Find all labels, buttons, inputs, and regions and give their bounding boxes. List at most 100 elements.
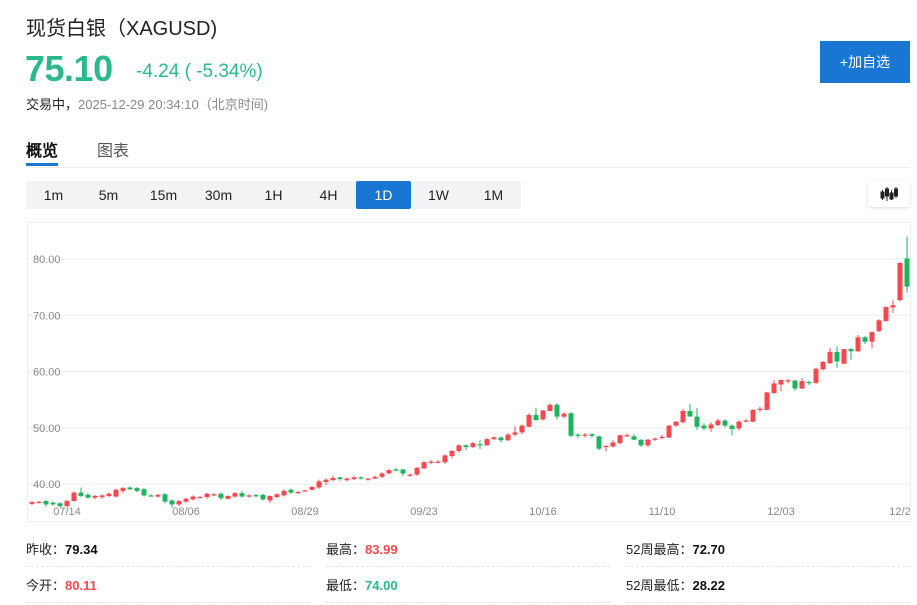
candle <box>386 468 392 475</box>
candle <box>799 377 805 390</box>
add-to-watchlist-button[interactable]: +加自选 <box>820 41 910 83</box>
stat-label: 最高： <box>326 542 366 557</box>
candle <box>211 493 217 496</box>
timeframe-5m[interactable]: 5m <box>98 187 119 203</box>
timeframe-15m[interactable]: 15m <box>149 187 178 203</box>
y-tick-label: 40.00 <box>33 479 61 491</box>
stat-value: 80.11 <box>65 578 97 593</box>
candle-body <box>148 495 154 497</box>
candle-body <box>792 380 798 389</box>
timeframe-30m[interactable]: 30m <box>204 187 233 203</box>
candle-body <box>568 413 574 436</box>
candle <box>897 262 903 302</box>
stat-value: 83.99 <box>365 542 398 557</box>
timeframe-1m[interactable]: 1m <box>43 187 64 203</box>
candle <box>260 493 266 501</box>
timeframe-1H[interactable]: 1H <box>264 187 283 203</box>
candle <box>428 459 434 464</box>
candle-body <box>239 493 245 497</box>
candle <box>764 391 770 411</box>
candle-body <box>78 492 84 496</box>
candle <box>50 501 56 506</box>
candle-body <box>365 478 371 480</box>
candle-body <box>379 473 385 477</box>
candle <box>218 492 224 500</box>
timestamp: 2025-12-29 20:34:10（北京时间) <box>78 97 269 112</box>
candle <box>183 497 189 503</box>
price-change: -4.24 ( -5.34%) <box>136 61 263 82</box>
candle <box>162 493 168 504</box>
x-tick-label: 08/29 <box>291 506 319 518</box>
chart-type-button[interactable] <box>868 181 910 207</box>
candle <box>407 473 413 477</box>
row-divider <box>326 602 610 603</box>
candle <box>43 499 49 507</box>
candle <box>603 445 609 452</box>
candle <box>106 492 112 498</box>
candle <box>771 380 777 395</box>
candle <box>400 468 406 477</box>
candle <box>127 486 133 491</box>
candle-body <box>526 414 532 427</box>
candle-body <box>848 349 854 352</box>
candle <box>358 476 364 480</box>
stat-item: 最高：83.99 <box>326 539 398 558</box>
candle <box>848 347 854 360</box>
candle-body <box>169 500 175 505</box>
candle-body <box>281 490 287 496</box>
candle <box>519 424 525 435</box>
candle-body <box>260 494 266 500</box>
candle <box>624 433 630 437</box>
candle-body <box>141 489 147 496</box>
active-tab-indicator <box>26 163 58 166</box>
timeframe-1D[interactable]: 1D <box>356 181 411 209</box>
candle-body <box>673 421 679 426</box>
candle <box>197 495 203 499</box>
candle-body <box>253 495 259 497</box>
candle <box>120 486 126 494</box>
timeframe-1W[interactable]: 1W <box>428 187 449 203</box>
candle-body <box>162 494 168 502</box>
candle <box>463 444 469 451</box>
candle <box>337 476 343 481</box>
candle-body <box>729 425 735 430</box>
trading-status: 交易中，2025-12-29 20:34:10（北京时间) <box>26 94 268 113</box>
candle-body <box>540 410 546 420</box>
candle <box>281 489 287 497</box>
candle <box>750 409 756 423</box>
candle-body <box>183 498 189 502</box>
candle-body <box>827 351 833 364</box>
row-divider <box>26 602 310 603</box>
candlestick-chart[interactable]: 40.00 50.00 60.00 70.00 80.00 07/14 08/06 08/29… <box>27 222 911 522</box>
candle <box>526 413 532 428</box>
candle-body <box>869 332 875 342</box>
candle <box>253 493 259 498</box>
candle-body <box>456 445 462 451</box>
y-tick-label: 60.00 <box>33 367 61 379</box>
candle <box>617 434 623 445</box>
candle-body <box>610 442 616 447</box>
candle-body <box>799 381 805 389</box>
timeframe-1M[interactable]: 1M <box>483 187 504 203</box>
candle-body <box>743 420 749 422</box>
candle <box>71 491 77 502</box>
candle <box>29 501 35 505</box>
candle-body <box>92 495 98 498</box>
candle <box>225 495 231 500</box>
tab-overview[interactable]: 概览 <box>26 143 59 160</box>
candle <box>421 461 427 469</box>
candle-body <box>694 416 700 427</box>
timeframe-4H[interactable]: 4H <box>319 187 338 203</box>
candle-body <box>316 481 322 488</box>
candle-body <box>232 493 238 497</box>
candle-body <box>442 455 448 463</box>
candle-body <box>358 477 364 479</box>
tab-chart[interactable]: 图表 <box>97 143 130 160</box>
candle-body <box>463 445 469 448</box>
candle-body <box>561 413 567 417</box>
candle-body <box>225 495 231 499</box>
candle-body <box>813 368 819 383</box>
candle-body <box>862 337 868 342</box>
candle <box>687 404 693 417</box>
x-tick-label: 12/2 <box>889 506 910 518</box>
